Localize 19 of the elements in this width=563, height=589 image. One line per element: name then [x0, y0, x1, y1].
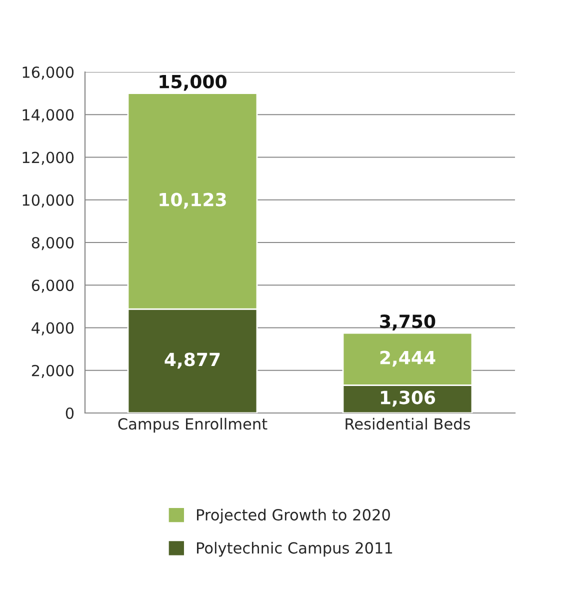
y-tick-label: 16,000 [22, 66, 74, 80]
data-label: 2,444 [380, 350, 436, 367]
y-tick-label: 4,000 [32, 322, 74, 336]
y-tick-label: 10,000 [22, 194, 74, 208]
data-label: 10,123 [160, 192, 226, 209]
total-label: 3,750 [380, 314, 436, 330]
data-label: 4,877 [164, 352, 220, 369]
y-tick-label: 6,000 [32, 280, 74, 293]
x-tick-label: Residential Beds [346, 418, 470, 430]
y-tick-label: 14,000 [22, 109, 74, 122]
x-tick-label: Campus Enrollment [118, 418, 268, 433]
y-tick-label: 2,000 [32, 364, 74, 378]
legend-label: Projected Growth to 2020 [197, 508, 390, 524]
y-tick-label: 0 [66, 407, 74, 420]
y-tick-label: 12,000 [22, 152, 74, 165]
data-label: 1,306 [380, 390, 436, 407]
legend-label: Polytechnic Campus 2011 [197, 542, 392, 557]
total-label: 15,000 [160, 74, 226, 91]
y-tick-label: 8,000 [32, 236, 74, 250]
